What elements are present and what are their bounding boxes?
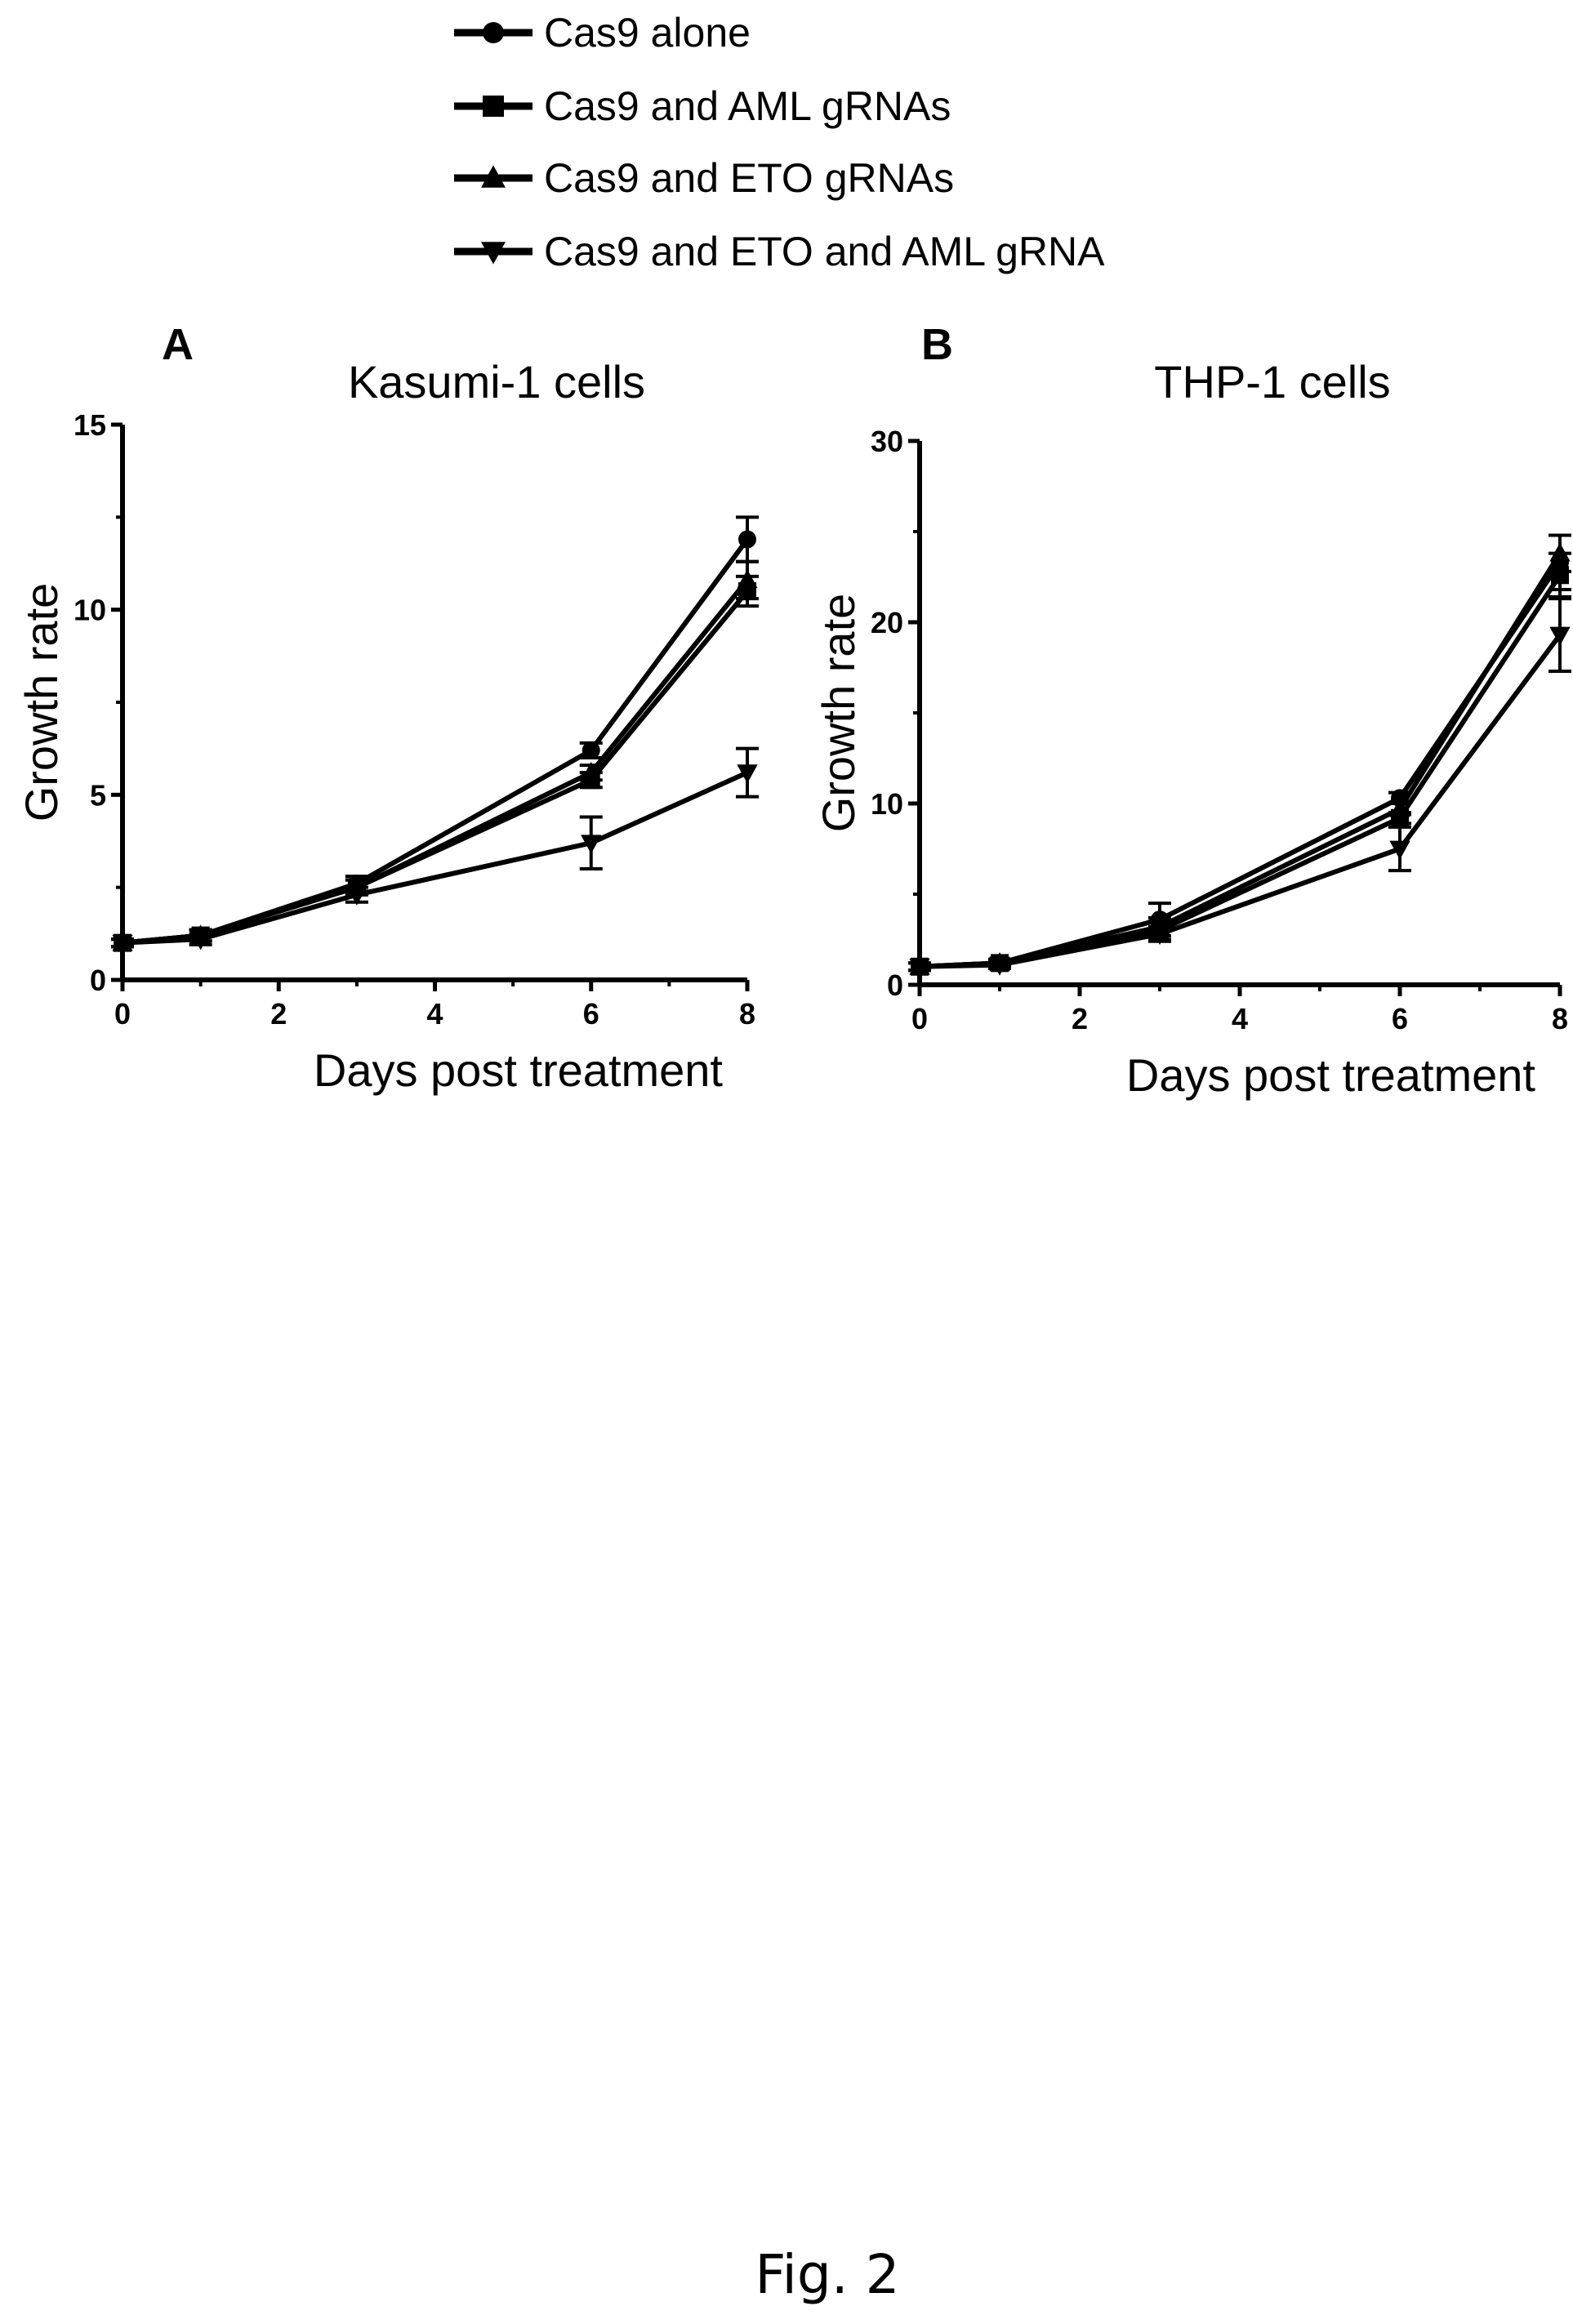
data-point-triangle-up: [737, 569, 758, 589]
panel-letter-a: A: [162, 320, 194, 369]
x-tick-label-b: 2: [1072, 1002, 1088, 1035]
series-b-2: [908, 551, 1571, 976]
y-axis-label-b: Growth rate: [813, 594, 864, 833]
series-line: [122, 537, 750, 946]
legend: Cas9 alone Cas9 and AML gRNAs Cas9 and ETO…: [454, 10, 1105, 274]
series-line: [122, 578, 750, 946]
y-tick-label-b: 30: [871, 425, 903, 458]
x-tick-label-a: 2: [270, 997, 287, 1031]
series-a-3: [111, 559, 759, 951]
data-point-circle: [582, 741, 600, 759]
figure-caption: Fig. 2: [755, 2243, 899, 2306]
x-tick-label-b: 6: [1392, 1002, 1408, 1035]
x-tick-label-a: 4: [426, 997, 443, 1031]
legend-marker-triangle-down: [481, 242, 506, 265]
legend-marker-triangle-up: [481, 165, 506, 188]
x-axis-label-b: Days post treatment: [1126, 1049, 1536, 1101]
y-tick-label-a: 0: [90, 964, 106, 997]
data-point-triangle-down: [346, 886, 368, 906]
series-line: [919, 633, 1562, 969]
legend-label-2: Cas9 and AML gRNAs: [544, 83, 951, 129]
data-point-triangle-up: [581, 761, 602, 781]
legend-marker-circle: [483, 22, 504, 43]
data-point-triangle-down: [1549, 626, 1571, 646]
x-tick-label-b: 0: [911, 1002, 928, 1035]
y-axis-label-a: Growth rate: [16, 583, 67, 822]
series-line: [122, 590, 750, 946]
series-b-4: [908, 597, 1571, 977]
legend-label-4: Cas9 and ETO and AML gRNA: [544, 229, 1105, 274]
y-tick-label-b: 20: [871, 606, 903, 639]
legend-label-1: Cas9 alone: [544, 10, 751, 56]
data-point-triangle-up: [1389, 798, 1410, 817]
x-tick-label-b: 4: [1232, 1002, 1248, 1035]
data-point-triangle-down: [1389, 840, 1410, 860]
x-tick-label-a: 0: [114, 997, 131, 1031]
data-point-triangle-down: [1149, 925, 1170, 946]
data-point-triangle-up: [1549, 542, 1571, 562]
x-axis-label-a: Days post treatment: [314, 1044, 724, 1096]
y-tick-label-a: 15: [74, 408, 106, 442]
y-tick-label-b: 10: [871, 787, 903, 821]
y-tick-label-a: 5: [90, 778, 106, 812]
series-a-4: [111, 746, 759, 954]
y-tick-label-b: 0: [887, 968, 903, 1002]
data-point-circle: [738, 530, 756, 549]
chart-title-b: THP-1 cells: [1154, 356, 1390, 407]
x-tick-label-b: 8: [1552, 1002, 1568, 1035]
legend-label-3: Cas9 and ETO gRNAs: [544, 155, 954, 201]
y-tick-label-a: 10: [74, 594, 106, 627]
panel-b: B THP-1 cells 0 10 20 30 0 2 4 6 8 Days post trea…: [813, 320, 1571, 1101]
chart-title-a: Kasumi-1 cells: [348, 356, 645, 407]
data-point-triangle-down: [189, 931, 212, 951]
panel-letter-b: B: [921, 320, 953, 369]
data-point-triangle-down: [989, 956, 1010, 976]
series-a-1: [111, 515, 759, 952]
x-tick-label-a: 6: [583, 997, 599, 1031]
x-tick-label-a: 8: [739, 997, 755, 1031]
panel-a: A Kasumi-1 cells 0 5 10 15 0 2 4 6 8 Days post tr…: [16, 320, 759, 1096]
legend-marker-square: [483, 96, 504, 117]
data-point-triangle-down: [737, 764, 758, 784]
data-point-triangle-down: [581, 835, 602, 854]
data-point-triangle-down: [909, 958, 930, 977]
series-a-2: [111, 574, 759, 952]
series-line: [122, 770, 749, 946]
data-point-triangle-down: [112, 934, 133, 954]
